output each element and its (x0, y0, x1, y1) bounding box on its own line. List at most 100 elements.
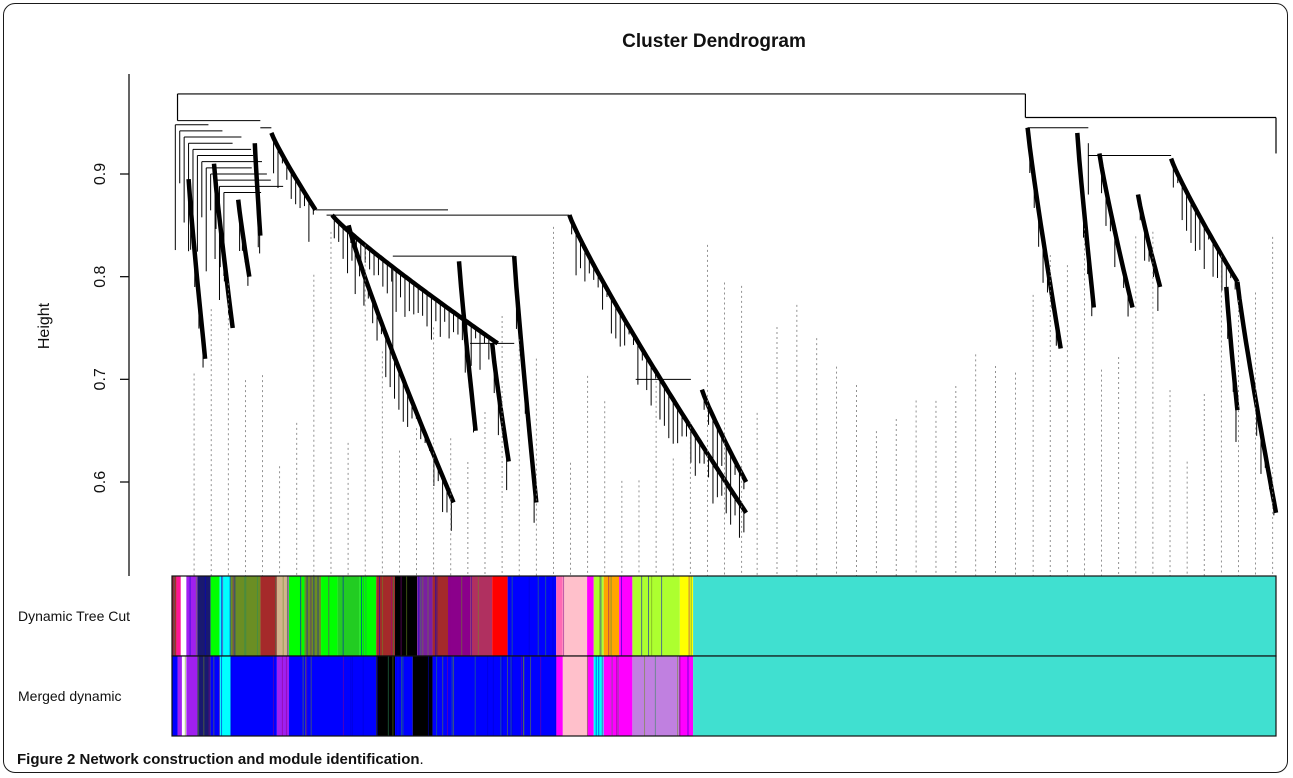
module-stripe (537, 576, 539, 656)
module-color-segment (230, 656, 277, 736)
module-color-segment (186, 576, 198, 656)
module-stripe (275, 576, 277, 656)
dendrogram-tree (174, 93, 1279, 576)
module-stripe (608, 576, 610, 656)
module-stripe (342, 576, 344, 656)
module-stripe (679, 656, 681, 736)
dendrogram-chart: Cluster Dendrogram 0.6 0.7 0.8 0.9 Height D… (18, 31, 1279, 737)
module-stripe (436, 656, 438, 736)
module-stripe (406, 576, 408, 656)
module-stripe (654, 656, 656, 736)
y-tick-label: 0.6 (92, 471, 109, 493)
module-stripe (285, 656, 287, 736)
y-tick-label: 0.9 (92, 163, 109, 185)
module-stripe (677, 656, 679, 736)
module-stripe (621, 576, 623, 656)
figure-caption: Figure 2 Network construction and module… (17, 751, 424, 768)
module-stripe (208, 656, 210, 736)
module-color-segment (632, 576, 680, 656)
module-stripe (688, 576, 690, 656)
module-color-segment (304, 576, 322, 656)
module-stripe (221, 656, 223, 736)
module-stripe (282, 576, 284, 656)
module-stripe (661, 576, 663, 656)
module-color-segment (219, 656, 231, 736)
module-stripe (641, 576, 643, 656)
module-color-segment (679, 576, 694, 656)
module-stripe (600, 576, 602, 656)
module-color-segment (562, 656, 588, 736)
module-stripe (552, 576, 554, 656)
module-stripe (422, 576, 424, 656)
module-stripe (470, 576, 472, 656)
module-stripe (218, 656, 220, 736)
module-stripe (281, 656, 283, 736)
module-stripe (222, 576, 224, 656)
module-color-segment (197, 576, 211, 656)
module-stripe (302, 656, 304, 736)
module-stripe (213, 656, 215, 736)
cluster-trunk (1235, 281, 1279, 514)
figure-frame: Cluster Dendrogram 0.6 0.7 0.8 0.9 Height D… (3, 3, 1288, 773)
module-stripe (418, 576, 420, 656)
cluster-trunk (456, 261, 478, 431)
module-color-segment (172, 656, 178, 736)
module-color-segment (448, 576, 471, 656)
module-stripe (286, 576, 288, 656)
module-stripe (232, 576, 234, 656)
module-stripe (221, 576, 223, 656)
module-stripe (540, 656, 542, 736)
y-axis: 0.6 0.7 0.8 0.9 (92, 74, 130, 576)
module-stripe (678, 656, 680, 736)
module-color-segment (186, 656, 198, 736)
y-axis-label: Height (36, 302, 53, 349)
cluster-trunk (1025, 127, 1063, 349)
module-stripe (400, 576, 402, 656)
module-stripe (555, 656, 557, 736)
module-color-segment (210, 656, 220, 736)
color-row-label: Merged dynamic (18, 688, 122, 704)
module-color-segment (260, 576, 277, 656)
module-stripe (310, 576, 312, 656)
cluster-trunk (511, 255, 539, 503)
module-stripe (256, 576, 258, 656)
module-stripe (492, 656, 494, 736)
module-stripe (382, 576, 384, 656)
module-stripe (299, 576, 301, 656)
module-stripe (396, 656, 398, 736)
module-stripe (427, 656, 429, 736)
module-stripe (230, 656, 232, 736)
module-stripe (310, 656, 312, 736)
module-stripe (362, 656, 364, 736)
module-stripe (306, 656, 308, 736)
module-stripe (461, 576, 463, 656)
cluster-trunk (211, 163, 235, 329)
module-stripe (447, 656, 449, 736)
module-stripe (611, 656, 613, 736)
y-tick-label: 0.7 (92, 368, 109, 390)
module-color-segment (556, 576, 563, 656)
module-stripe (317, 576, 319, 656)
module-color-segment (395, 656, 413, 736)
module-stripe (402, 656, 404, 736)
y-tick-label: 0.8 (92, 265, 109, 287)
module-stripe (197, 656, 199, 736)
module-stripe (390, 576, 392, 656)
module-stripe (690, 576, 692, 656)
module-stripe (651, 576, 653, 656)
module-color-segment (593, 576, 604, 656)
module-stripe (306, 576, 308, 656)
module-stripe (360, 576, 362, 656)
module-color-segment (177, 656, 182, 736)
module-stripe (545, 576, 547, 656)
module-color-segment (337, 576, 360, 656)
module-stripe (259, 576, 261, 656)
module-stripe (598, 656, 600, 736)
module-stripe (313, 576, 315, 656)
caption-title: Figure 2 Network construction and module… (17, 751, 420, 768)
module-stripe (350, 656, 352, 736)
cluster-trunk (346, 224, 456, 504)
module-color-segment (210, 576, 220, 656)
module-stripe (245, 576, 247, 656)
module-color-segment (693, 576, 1276, 656)
